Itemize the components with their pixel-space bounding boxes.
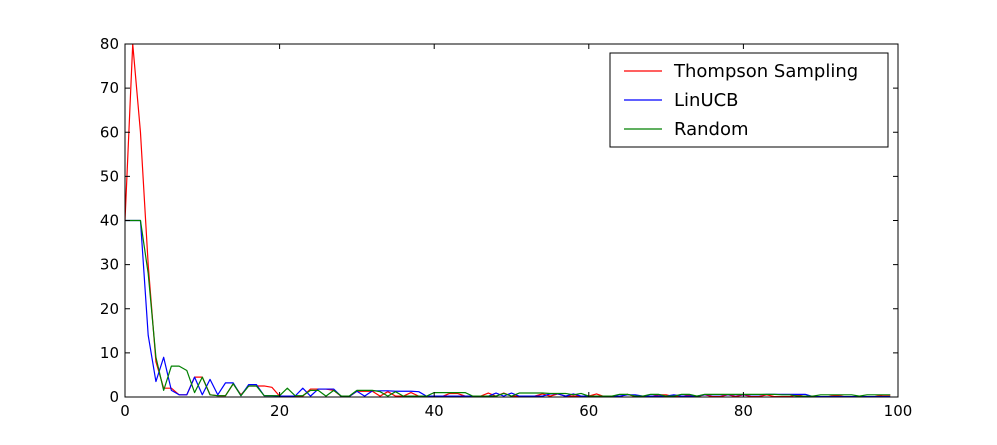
x-axis: 0 20 40 60 80 100 (120, 44, 912, 420)
y-tick-label: 30 (100, 256, 119, 274)
x-tick-label: 80 (734, 402, 753, 420)
legend: Thompson Sampling LinUCB Random (609, 52, 889, 148)
y-tick-label: 10 (100, 344, 119, 362)
series-layer (125, 44, 891, 397)
y-tick-label: 70 (100, 79, 119, 97)
x-tick-label: 60 (579, 402, 598, 420)
y-tick-label: 20 (100, 300, 119, 318)
x-tick-label: 40 (425, 402, 444, 420)
x-tick-label: 20 (270, 402, 289, 420)
y-tick-label: 60 (100, 123, 119, 141)
y-tick-label: 0 (109, 388, 119, 406)
x-tick-label: 0 (120, 402, 130, 420)
legend-label-1: LinUCB (674, 90, 739, 111)
x-tick-label: 100 (884, 402, 913, 420)
y-axis: 0 10 20 30 40 50 60 70 80 (100, 35, 898, 406)
y-tick-label: 50 (100, 167, 119, 185)
legend-label-2: Random (674, 119, 749, 140)
y-tick-label: 80 (100, 35, 119, 53)
y-tick-label: 40 (100, 212, 119, 230)
legend-label-0: Thompson Sampling (673, 61, 858, 82)
series-line-2 (125, 219, 891, 397)
